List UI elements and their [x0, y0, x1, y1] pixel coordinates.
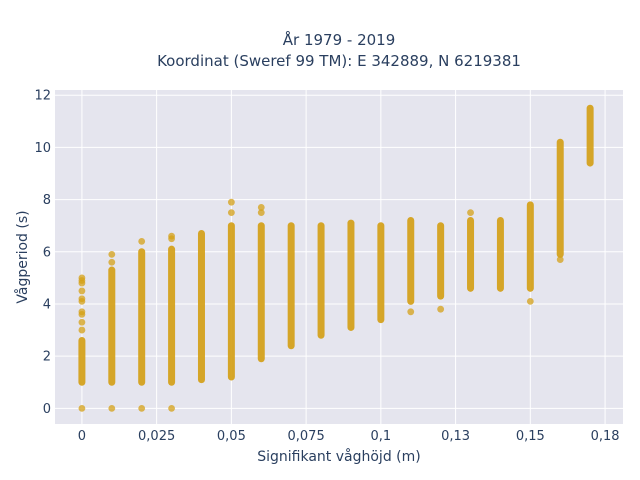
x-tick-label-1: 0,025 [138, 429, 175, 444]
data-point-1-1 [108, 258, 116, 266]
data-point-1-2 [108, 250, 116, 258]
data-column-2 [138, 248, 146, 386]
data-point-13-0 [467, 209, 474, 217]
data-column-0 [78, 337, 86, 386]
data-point-2-1 [138, 237, 146, 245]
data-point-6-0 [257, 209, 265, 217]
data-point-3-2 [168, 232, 175, 240]
x-tick-labels: 0 0,025 0,05 0,075 0,1 0,13 0,15 0,18 [78, 429, 620, 444]
x-tick-label-5: 0,13 [441, 429, 470, 444]
data-column-10 [377, 222, 385, 324]
chart-title-line2: Koordinat (Sweref 99 TM): E 342889, N 62… [157, 52, 521, 70]
data-column-9 [347, 219, 355, 331]
data-point-0-0 [78, 404, 86, 412]
data-column-4 [197, 230, 205, 384]
y-tick-label-1: 2 [43, 350, 51, 365]
x-axis-title: Signifikant våghöjd (m) [257, 448, 420, 465]
data-point-1-0 [108, 404, 116, 412]
data-column-6 [257, 222, 265, 363]
data-point-15-0 [526, 297, 534, 305]
data-point-0-10 [78, 274, 86, 282]
data-column-11 [407, 216, 415, 305]
x-tick-label-7: 0,18 [591, 429, 620, 444]
y-tick-labels: 0 2 4 6 8 10 12 [34, 89, 51, 417]
y-tick-label-6: 12 [34, 89, 51, 104]
data-point-3-0 [168, 404, 175, 412]
data-point-11-0 [407, 308, 415, 316]
data-column-15 [526, 201, 534, 292]
data-column-13 [467, 216, 475, 292]
data-column-16 [556, 138, 564, 258]
data-column-14 [496, 216, 504, 292]
data-point-2-0 [138, 404, 146, 412]
chart-title-line1: År 1979 - 2019 [283, 30, 396, 49]
data-point-5-1 [227, 198, 235, 206]
data-column-8 [317, 222, 325, 339]
y-axis-title: Vågperiod (s) [14, 210, 31, 303]
data-column-12 [437, 222, 445, 300]
data-point-0-4 [78, 308, 86, 316]
y-tick-label-2: 4 [43, 297, 51, 312]
y-tick-label-4: 8 [43, 193, 51, 208]
x-tick-label-6: 0,15 [516, 429, 545, 444]
x-tick-label-0: 0 [78, 429, 86, 444]
x-tick-label-4: 0,1 [371, 429, 392, 444]
data-column-7 [287, 222, 295, 350]
data-point-5-0 [227, 209, 235, 217]
data-column-5 [227, 222, 235, 381]
x-tick-label-3: 0,075 [288, 429, 325, 444]
data-point-6-1 [257, 204, 265, 211]
x-tick-label-2: 0,05 [217, 429, 246, 444]
data-point-0-1 [78, 326, 86, 334]
data-points [78, 104, 594, 412]
y-tick-label-5: 10 [34, 141, 51, 156]
data-column-3 [168, 245, 176, 386]
data-point-12-0 [437, 305, 445, 313]
y-tick-label-3: 6 [43, 245, 51, 260]
data-column-1 [108, 266, 116, 386]
data-point-0-7 [78, 287, 86, 295]
data-point-16-0 [556, 256, 564, 264]
data-column-17 [586, 104, 594, 167]
data-point-0-6 [78, 295, 86, 303]
data-point-0-2 [78, 318, 86, 326]
y-tick-label-0: 0 [43, 402, 51, 417]
